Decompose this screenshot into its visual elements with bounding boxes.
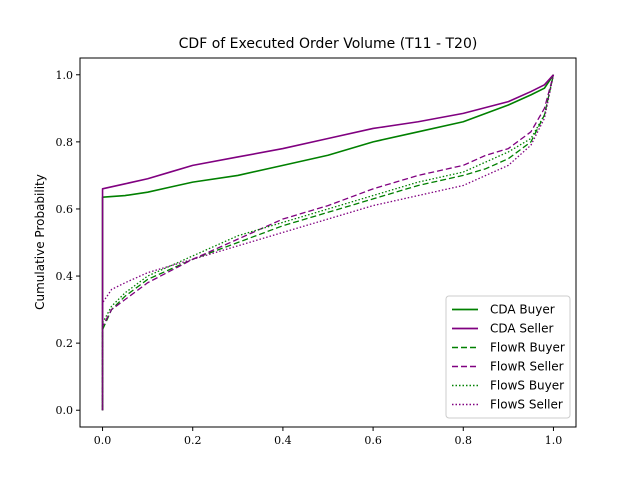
- axes-frame: [79, 57, 577, 428]
- y-axis-label: Cumulative Probability: [33, 174, 47, 310]
- y-tick-label: 0.2: [56, 337, 74, 350]
- y-tick-label: 0.0: [56, 404, 74, 417]
- axis-ticks: 0.0 0.2 0.4 0.6 0.8 1.0 0.0 0.2 0.4 0.6 0.8 1.0: [56, 69, 563, 447]
- plot-area: [101, 74, 555, 411]
- series-line-flowr-seller: [101, 74, 555, 411]
- chart-title: CDF of Executed Order Volume (T11 - T20): [179, 36, 478, 52]
- x-tick-label: 1.0: [545, 434, 563, 447]
- legend: CDA Buyer CDA Seller FlowR Buyer FlowR Sell…: [445, 295, 571, 419]
- series-line-cda-seller: [101, 74, 555, 411]
- legend-label: FlowR Seller: [490, 360, 564, 374]
- x-tick-label: 0.8: [455, 434, 473, 447]
- legend-box: [445, 295, 571, 419]
- y-tick-label: 0.6: [56, 203, 74, 216]
- legend-label: CDA Buyer: [490, 303, 555, 317]
- y-tick-label: 1.0: [56, 69, 74, 82]
- series-line-flowr-buyer: [101, 74, 555, 411]
- y-tick-label: 0.4: [56, 270, 74, 283]
- series-line-flows-seller: [101, 74, 555, 411]
- legend-label: FlowS Seller: [490, 398, 563, 412]
- series-line-cda-buyer: [101, 74, 555, 411]
- x-tick-label: 0.4: [274, 434, 292, 447]
- legend-label: FlowS Buyer: [490, 379, 564, 393]
- x-tick-label: 0.2: [184, 434, 202, 447]
- x-tick-label: 0.6: [364, 434, 382, 447]
- y-tick-label: 0.8: [56, 136, 74, 149]
- legend-label: CDA Seller: [490, 322, 553, 336]
- x-tick-label: 0.0: [94, 434, 112, 447]
- legend-label: FlowR Buyer: [490, 341, 565, 355]
